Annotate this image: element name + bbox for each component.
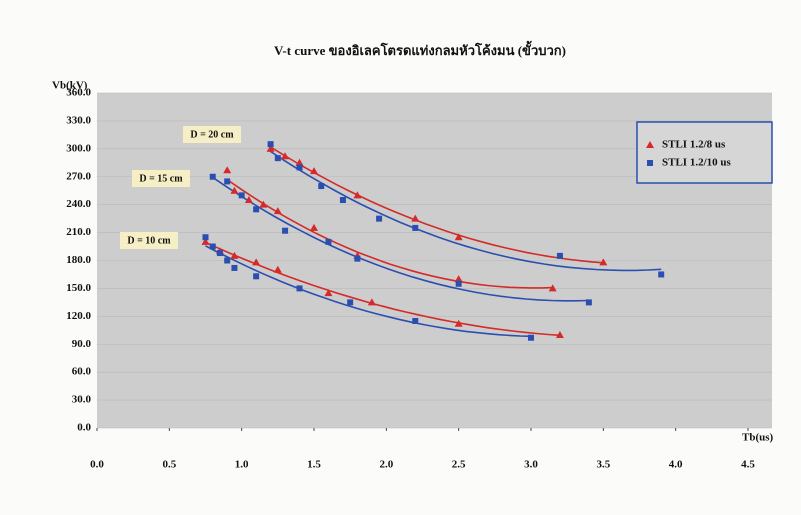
x-tick-label: 4.0 (669, 459, 683, 471)
point (238, 192, 245, 199)
point (376, 215, 383, 222)
point (223, 166, 232, 174)
trend-line (205, 241, 560, 337)
point (353, 191, 362, 199)
legend-box (636, 121, 773, 184)
y-tick-label: 180.0 (66, 254, 91, 266)
point (310, 167, 318, 175)
annotation-box (132, 170, 190, 187)
annotation-box (120, 232, 178, 249)
point (296, 285, 303, 292)
y-tick-label: 0.0 (77, 422, 91, 434)
trend-line (205, 245, 532, 338)
y-tick-label: 60.0 (72, 366, 92, 378)
x-tick-label: 1.5 (307, 459, 321, 471)
point (216, 250, 223, 257)
y-axis-label: Vb(kV) (52, 80, 88, 92)
y-tick-label: 210.0 (66, 226, 91, 238)
x-tick-label: 0.5 (162, 459, 176, 471)
y-tick-label: 270.0 (66, 170, 91, 182)
point (282, 227, 289, 234)
legend-marker (647, 160, 653, 166)
point (339, 197, 346, 204)
chart-title: V-t curve ของอิเลคโตรดแท่งกลมหัวโค้งมน (… (274, 40, 566, 58)
point (325, 238, 332, 245)
point (599, 258, 608, 266)
point (202, 234, 209, 241)
point (209, 243, 216, 250)
point (230, 186, 239, 194)
point (310, 223, 318, 231)
y-tick-label: 30.0 (72, 394, 92, 406)
x-tick-label: 3.5 (596, 459, 610, 471)
point (555, 330, 564, 338)
point (354, 255, 361, 262)
legend-label: STLI 1.2/8 us (662, 139, 726, 151)
legend-label: STLI 1.2/10 us (662, 157, 731, 169)
point (347, 299, 354, 306)
point (209, 173, 216, 180)
annotation: D = 15 cm (139, 173, 183, 184)
x-tick-label: 2.0 (379, 459, 393, 471)
point (231, 264, 238, 271)
point (230, 251, 239, 259)
x-tick-label: 2.5 (452, 459, 466, 471)
point (295, 158, 304, 166)
point (259, 200, 268, 208)
trend-line (226, 178, 553, 289)
trend-line (270, 146, 604, 264)
point (455, 280, 462, 287)
point (244, 196, 253, 204)
point (454, 233, 463, 241)
y-tick-label: 90.0 (72, 338, 92, 350)
trend-line (270, 150, 662, 272)
y-tick-label: 360.0 (66, 87, 91, 99)
trend-line (212, 176, 589, 302)
point (585, 299, 592, 306)
point (296, 164, 303, 171)
x-axis-label: Tb(us) (742, 432, 774, 444)
x-tick-label: 0.0 (90, 459, 104, 471)
y-tick-label: 240.0 (66, 198, 91, 210)
point (253, 206, 260, 213)
annotation: D = 20 cm (190, 129, 234, 140)
point (266, 144, 275, 152)
y-tick-label: 120.0 (66, 310, 91, 322)
point (556, 252, 563, 259)
y-tick-label: 330.0 (66, 114, 91, 126)
point (548, 284, 557, 292)
point (201, 237, 210, 245)
point (528, 334, 534, 341)
point (318, 183, 325, 190)
point (324, 289, 333, 297)
point (412, 224, 419, 231)
point (253, 273, 260, 280)
legend-marker (646, 141, 654, 148)
x-tick-label: 4.5 (741, 459, 755, 471)
point (454, 319, 463, 327)
y-tick-label: 300.0 (66, 142, 91, 154)
point (454, 275, 463, 283)
point (252, 258, 261, 266)
point (281, 152, 290, 160)
point (658, 271, 665, 278)
point (273, 265, 282, 273)
annotation: D = 10 cm (127, 235, 171, 246)
x-tick-label: 3.0 (524, 459, 538, 471)
point (273, 207, 282, 215)
point (267, 141, 274, 148)
point (411, 214, 420, 222)
x-tick-label: 1.0 (235, 459, 249, 471)
point (412, 317, 419, 324)
point (367, 298, 376, 306)
point (224, 257, 231, 264)
point (274, 155, 281, 162)
annotation-box (183, 126, 241, 143)
point (224, 178, 231, 185)
y-tick-label: 150.0 (66, 282, 91, 294)
